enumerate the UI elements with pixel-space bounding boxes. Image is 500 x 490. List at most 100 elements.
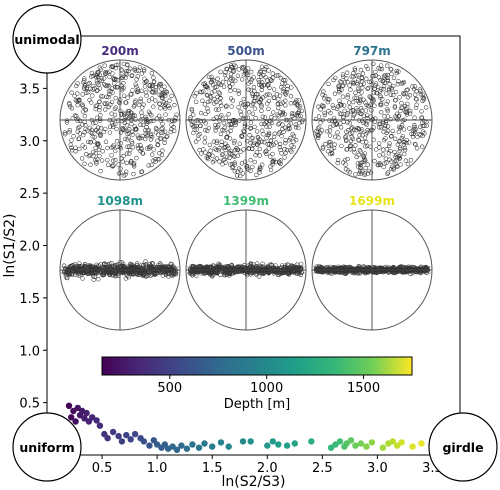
stereonet-pole — [212, 101, 217, 106]
stereonet-pole — [77, 261, 82, 266]
stereonet-pole — [360, 118, 365, 123]
stereonet-pole — [160, 148, 165, 153]
stereonet-pole — [83, 108, 89, 113]
stereonet-pole — [229, 125, 234, 130]
colorbar-tick-label: 500 — [157, 381, 182, 396]
stereonet-pole — [320, 267, 325, 272]
stereonet-pole — [346, 128, 351, 133]
stereonet-pole — [127, 66, 133, 71]
stereonet-pole — [357, 133, 362, 138]
stereonet-pole — [293, 122, 298, 127]
stereonet-pole — [242, 121, 248, 126]
stereonet-pole — [385, 171, 390, 177]
stereonet-pole — [266, 68, 271, 73]
stereonet-pole — [325, 99, 330, 105]
stereonet-pole — [328, 151, 333, 157]
stereonet-pole — [414, 102, 419, 107]
stereonet-pole — [212, 96, 217, 102]
stereonet-pole — [340, 72, 346, 77]
stereonet-pole — [251, 75, 256, 80]
stereonet-pole — [277, 93, 283, 98]
stereonet-pole — [225, 134, 230, 140]
stereonet-pole — [249, 69, 254, 75]
stereonet-pole — [226, 271, 231, 276]
stereonet-pole — [98, 262, 103, 267]
stereonet-pole — [80, 104, 86, 109]
stereonet-pole — [143, 114, 148, 120]
stereonet-pole — [331, 123, 336, 128]
stereonet-pole — [359, 75, 365, 80]
stereonet-pole — [279, 85, 284, 90]
stereonet-pole — [367, 79, 372, 85]
stereonet-pole — [232, 138, 237, 144]
stereonet-pole — [82, 145, 87, 150]
stereonet-pole — [293, 137, 299, 143]
stereonet-pole — [353, 143, 358, 148]
stereonet-pole — [125, 62, 130, 67]
stereonet-pole — [138, 96, 143, 102]
stereonet-pole — [388, 148, 393, 154]
corner-circle — [12, 4, 82, 74]
stereonet-pole — [162, 90, 168, 95]
stereonet-pole — [318, 267, 323, 272]
stereonet-pole — [221, 128, 227, 133]
stereonet-pole — [283, 138, 288, 143]
stereonet-pole — [273, 159, 279, 165]
stereonet-pole — [353, 90, 358, 95]
stereonet-pole — [153, 125, 159, 131]
stereonet-pole — [67, 130, 72, 135]
stereonet-pole — [368, 170, 374, 175]
stereonet-pole — [109, 111, 114, 116]
stereonet-pole — [356, 78, 361, 83]
stereonet-pole — [356, 137, 361, 142]
stereonet-pole — [351, 81, 356, 86]
corner-labels: unimodal uniform girdle — [12, 4, 498, 482]
stereonet-pole — [208, 94, 213, 99]
stereonet-pole — [123, 71, 129, 76]
stereonet-pole — [318, 107, 323, 112]
stereonet-pole — [216, 148, 221, 153]
stereonet-pole — [208, 148, 213, 153]
stereonet-pole — [242, 123, 248, 129]
stereonet-pole — [354, 73, 359, 79]
stereonet-pole — [378, 101, 384, 106]
stereonet-pole — [259, 121, 264, 127]
data-point — [65, 402, 73, 409]
stereonet-pole — [223, 145, 228, 150]
stereonet-pole — [142, 80, 147, 85]
y-tick-label: 2.5 — [19, 187, 40, 202]
stereonet-pole — [240, 171, 246, 176]
data-point — [96, 422, 104, 429]
stereonet-pole — [231, 140, 237, 146]
stereonet-pole — [82, 265, 87, 270]
stereonet-pole — [417, 87, 423, 92]
stereonet-pole — [358, 160, 363, 166]
stereonet-pole — [121, 110, 127, 116]
stereonet-pole — [248, 140, 253, 146]
stereonet-pole — [344, 137, 349, 143]
stereonet-pole — [344, 147, 349, 152]
stereonet-pole — [388, 92, 393, 97]
stereonet-pole — [363, 132, 369, 137]
stereonet-pole — [268, 138, 273, 144]
stereonet-pole — [79, 156, 85, 161]
x-tick-label: 1.5 — [202, 461, 223, 476]
stereonet-pole — [421, 95, 427, 101]
stereonet-pole — [333, 270, 338, 275]
stereonet-pole — [315, 126, 321, 131]
stereonet-pole — [217, 159, 222, 164]
stereonet-poles — [187, 62, 305, 179]
stereonet-pole — [134, 155, 139, 161]
stereonet-pole — [364, 122, 369, 127]
stereonet-pole — [111, 158, 116, 163]
stereonet-pole — [100, 94, 105, 99]
stereonet-pole — [207, 152, 212, 157]
stereonet-pole — [214, 138, 220, 144]
stereonet-pole — [365, 162, 370, 167]
stereonet-pole — [256, 77, 261, 83]
stereonet-pole — [110, 268, 116, 273]
stereonet-pole — [279, 151, 284, 156]
stereonet-pole — [397, 153, 402, 158]
stereonet-pole — [243, 104, 248, 110]
stereonet-pole — [362, 172, 367, 178]
